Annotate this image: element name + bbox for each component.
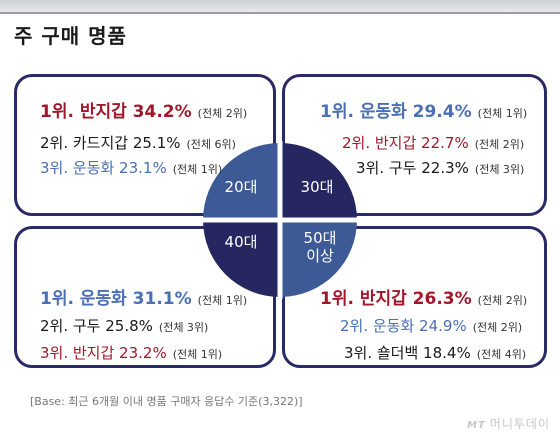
group-label-30s: 30대 (300, 178, 334, 196)
rank-item-label: 3위. 숄더백 18.4% (344, 344, 471, 362)
top-divider (0, 12, 560, 14)
rank-item-label: 2위. 구두 25.8% (40, 317, 153, 335)
watermark-text: 머니투데이 (489, 417, 550, 431)
footnote: [Base: 최근 6개월 이내 명품 구매자 응답수 기준(3,322)] (30, 395, 303, 408)
rank-row: 3위. 숄더백 18.4% (전체 4위) (344, 342, 526, 363)
top-banner (0, 0, 560, 12)
group-label-50s-line1: 50대 (303, 229, 337, 247)
overall-rank-note: (전체 3위) (158, 321, 209, 334)
rank-item-label: 3위. 운동화 23.1% (40, 159, 167, 177)
overall-rank-note: (전체 1위) (172, 348, 223, 361)
rank-row: 1위. 운동화 29.4% (전체 1위) (320, 97, 527, 122)
rank-item-label: 3위. 반지갑 23.2% (40, 344, 167, 362)
overall-rank-note: (전체 1위) (477, 107, 528, 120)
group-label-50s-line2: 이상 (306, 247, 334, 265)
rank-row: 1위. 운동화 31.1% (전체 1위) (40, 284, 247, 309)
overall-rank-note: (전체 2위) (474, 138, 525, 151)
group-label-50s-plus: 50대 이상 (285, 229, 355, 265)
rank-item-label: 1위. 반지갑 34.2% (40, 102, 192, 122)
rank-item-label: 2위. 반지갑 22.7% (342, 134, 469, 152)
rank-row: 1위. 반지갑 26.3% (전체 2위) (320, 284, 527, 309)
watermark-logo: MT (467, 420, 486, 431)
rank-row: 2위. 운동화 24.9% (전체 2위) (340, 315, 522, 336)
rank-row: 2위. 카드지갑 25.1% (전체 6위) (40, 132, 236, 153)
overall-rank-note: (전체 2위) (472, 321, 523, 334)
rank-row: 3위. 반지갑 23.2% (전체 1위) (40, 342, 222, 363)
rank-row: 2위. 구두 25.8% (전체 3위) (40, 315, 208, 336)
overall-rank-note: (전체 2위) (477, 294, 528, 307)
group-label-40s: 40대 (224, 233, 258, 251)
rank-item-label: 1위. 반지갑 26.3% (320, 289, 472, 309)
rank-row: 3위. 구두 22.3% (전체 3위) (356, 157, 524, 178)
overall-rank-note: (전체 1위) (172, 163, 223, 176)
rank-item-label: 2위. 카드지갑 25.1% (40, 134, 181, 152)
overall-rank-note: (전체 1위) (197, 294, 248, 307)
group-label-20s: 20대 (224, 178, 258, 196)
rank-item-label: 2위. 운동화 24.9% (340, 317, 467, 335)
overall-rank-note: (전체 4위) (476, 348, 527, 361)
page-title: 주 구매 명품 (14, 24, 127, 48)
rank-row: 1위. 반지갑 34.2% (전체 2위) (40, 97, 247, 122)
overall-rank-note: (전체 6위) (186, 138, 236, 151)
rank-item-label: 3위. 구두 22.3% (356, 159, 469, 177)
rank-row: 3위. 운동화 23.1% (전체 1위) (40, 157, 222, 178)
watermark: MT 머니투데이 (467, 415, 550, 432)
overall-rank-note: (전체 2위) (197, 107, 248, 120)
rank-item-label: 1위. 운동화 29.4% (320, 102, 472, 122)
rank-row: 2위. 반지갑 22.7% (전체 2위) (342, 132, 524, 153)
overall-rank-note: (전체 3위) (474, 163, 525, 176)
rank-item-label: 1위. 운동화 31.1% (40, 289, 192, 309)
